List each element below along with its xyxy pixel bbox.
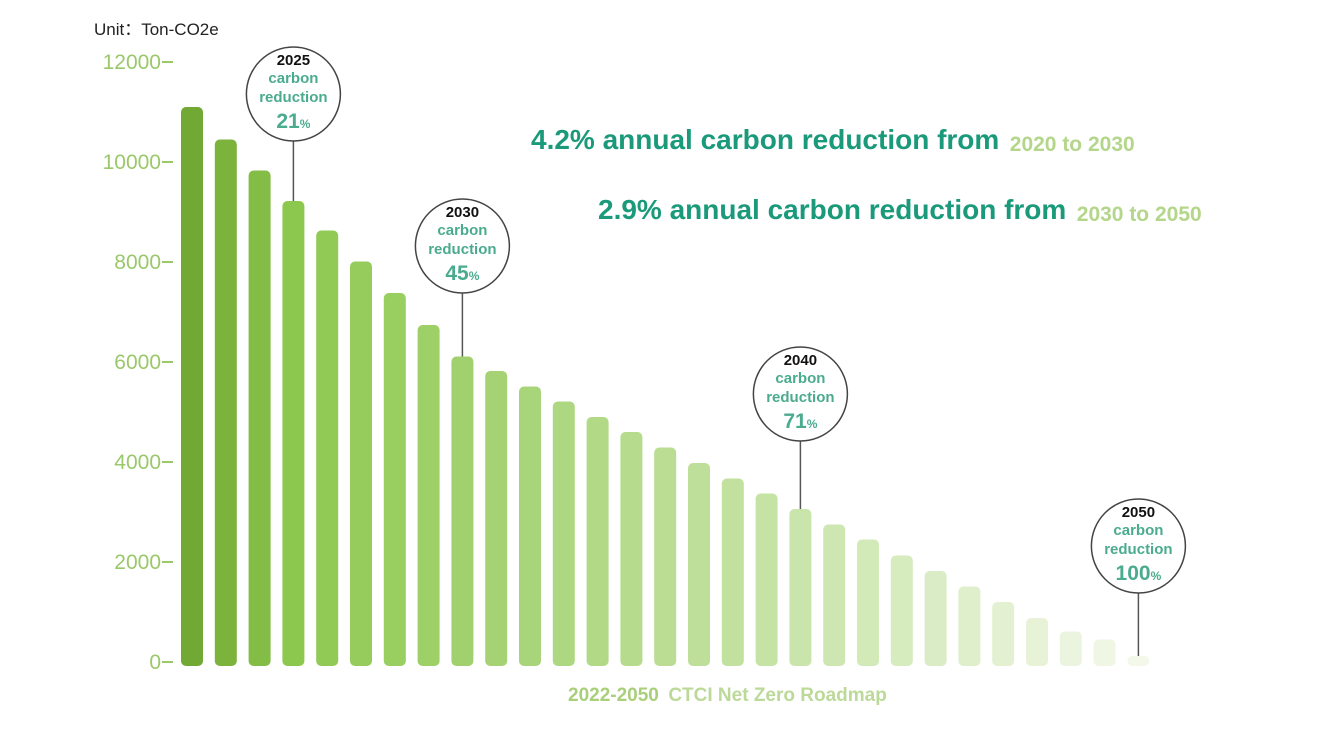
callout-value-group: 71% bbox=[783, 410, 817, 433]
bar-2042 bbox=[857, 539, 879, 666]
callout-unit: % bbox=[807, 417, 818, 431]
bar-2046 bbox=[992, 602, 1015, 666]
bar-2037 bbox=[688, 463, 710, 666]
bar-2035 bbox=[620, 432, 643, 666]
callout-line1: carbon bbox=[775, 370, 825, 387]
bar-2049 bbox=[1093, 639, 1116, 666]
callout-circle bbox=[245, 46, 342, 142]
callout-line1: carbon bbox=[437, 222, 487, 239]
unit-label: Unit：Ton-CO2e bbox=[94, 20, 219, 39]
bar-2027 bbox=[350, 261, 372, 666]
callout-circle bbox=[414, 198, 511, 294]
callout-line1: carbon bbox=[268, 70, 318, 87]
callout-unit: % bbox=[469, 269, 480, 283]
x-axis-title: 2022-2050 CTCI Net Zero Roadmap bbox=[568, 685, 887, 706]
y-tick-label: 8000 bbox=[114, 251, 161, 274]
callout-value-group: 100% bbox=[1116, 562, 1162, 585]
callout-unit: % bbox=[1151, 569, 1162, 583]
bar-2031 bbox=[485, 371, 508, 666]
bar-2029 bbox=[417, 325, 440, 666]
callout-year: 2050 bbox=[1122, 504, 1155, 521]
callout-value: 71 bbox=[783, 410, 807, 433]
headline-2-range: 2030 to 2050 bbox=[1077, 203, 1202, 226]
bar-2047 bbox=[1026, 618, 1048, 666]
callout-value: 45 bbox=[445, 262, 469, 285]
bar-2039 bbox=[755, 493, 778, 666]
callout-line2: reduction bbox=[1104, 541, 1172, 558]
bar-2033 bbox=[552, 401, 575, 666]
y-axis: 0 2000 4000 6000 8000 10000 12000 bbox=[103, 51, 173, 674]
bar-2045 bbox=[958, 586, 981, 666]
callout-year: 2025 bbox=[277, 52, 310, 69]
bar-2038 bbox=[721, 478, 744, 666]
bar-2024 bbox=[248, 170, 271, 666]
callout-line2: reduction bbox=[766, 389, 834, 406]
y-tick-label: 4000 bbox=[114, 451, 161, 474]
x-axis-title-years: 2022-2050 bbox=[568, 685, 659, 706]
callout-line2: reduction bbox=[428, 241, 496, 258]
bar-2028 bbox=[383, 293, 406, 666]
bar-2034 bbox=[586, 417, 609, 666]
headline-1-range: 2020 to 2030 bbox=[1010, 133, 1135, 156]
callout-value: 100 bbox=[1116, 562, 1151, 585]
bar-2040 bbox=[789, 509, 812, 666]
x-axis-title-name: CTCI Net Zero Roadmap bbox=[668, 685, 887, 706]
y-tick-label: 0 bbox=[149, 651, 161, 674]
bars bbox=[181, 107, 1150, 666]
headline-2: 2.9% annual carbon reduction from 2030 t… bbox=[598, 194, 1202, 226]
bar-2032 bbox=[519, 386, 541, 666]
callout-unit: % bbox=[300, 117, 311, 131]
callout-year: 2030 bbox=[446, 204, 479, 221]
bar-2041 bbox=[823, 524, 846, 666]
callouts: 2025carbonreduction21%2030carbonreductio… bbox=[245, 46, 1187, 656]
headline-1: 4.2% annual carbon reduction from 2020 t… bbox=[531, 124, 1135, 156]
callout-line2: reduction bbox=[259, 89, 327, 106]
bar-2026 bbox=[316, 230, 339, 666]
bar-2044 bbox=[924, 571, 947, 666]
bar-2030 bbox=[451, 356, 474, 666]
bar-2043 bbox=[890, 555, 913, 666]
bar-2050 bbox=[1127, 656, 1150, 666]
headline-2-main: 2.9% annual carbon reduction from bbox=[598, 194, 1066, 225]
bar-2048 bbox=[1059, 631, 1082, 666]
callout-line1: carbon bbox=[1113, 522, 1163, 539]
callout-value: 21 bbox=[276, 110, 300, 133]
callout-circle bbox=[752, 346, 849, 442]
callout-circle bbox=[1090, 498, 1187, 594]
callout-year: 2040 bbox=[784, 352, 817, 369]
headline-1-main: 4.2% annual carbon reduction from bbox=[531, 124, 999, 155]
y-tick-label: 12000 bbox=[103, 51, 161, 74]
y-tick-label: 2000 bbox=[114, 551, 161, 574]
bar-2023 bbox=[214, 139, 237, 666]
callout-value-group: 21% bbox=[276, 110, 310, 133]
bar-2036 bbox=[654, 447, 677, 666]
y-tick-label: 6000 bbox=[114, 351, 161, 374]
callout-value-group: 45% bbox=[445, 262, 479, 285]
bar-2025 bbox=[282, 201, 305, 666]
bar-2022 bbox=[181, 107, 203, 666]
y-tick-label: 10000 bbox=[103, 151, 161, 174]
